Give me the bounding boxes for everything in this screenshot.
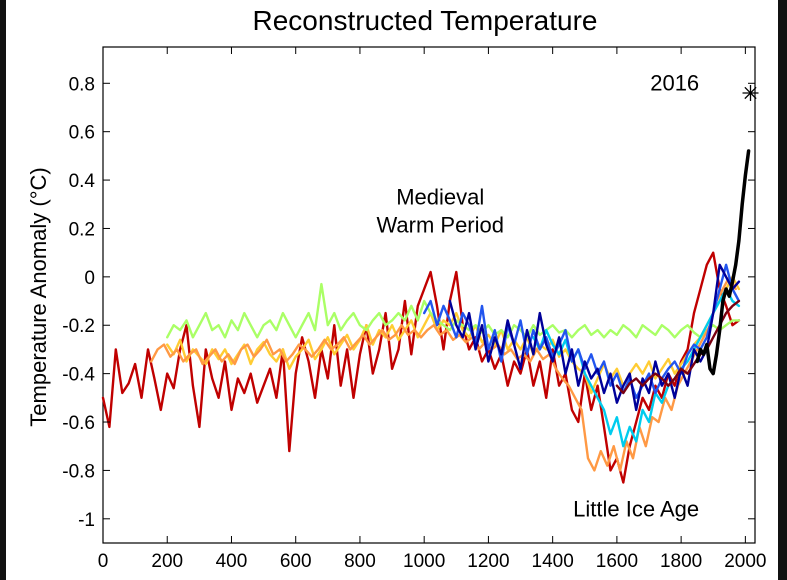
x-tick-label: 1000 xyxy=(403,551,445,572)
x-tick-label: 600 xyxy=(280,551,312,572)
annotation-3: 2016 xyxy=(650,71,699,96)
annotation-line: Warm Period xyxy=(376,212,504,237)
x-tick-label: 1400 xyxy=(532,551,574,572)
y-tick-label: -0.4 xyxy=(62,365,95,386)
x-tick-label: 1200 xyxy=(467,551,509,572)
series-line-5 xyxy=(532,287,741,448)
x-tick-label: 1600 xyxy=(596,551,638,572)
y-tick-label: 0.2 xyxy=(69,219,95,240)
x-tick-label: 200 xyxy=(151,551,183,572)
x-tick-label: 800 xyxy=(344,551,376,572)
y-tick-label: -1 xyxy=(78,510,95,531)
y-tick-label: 0.8 xyxy=(69,74,95,95)
y-tick-label: -0.6 xyxy=(62,413,95,434)
annotation-line: Little Ice Age xyxy=(573,496,699,521)
plot-frame xyxy=(102,46,756,544)
temperature-chart: Reconstructed Temperature Temperature An… xyxy=(26,5,767,572)
series-layer xyxy=(101,149,751,484)
y-tick-label: -0.2 xyxy=(62,316,95,337)
x-tick-label: 0 xyxy=(98,551,109,572)
x-tick-label: 2000 xyxy=(724,551,766,572)
series-line-6 xyxy=(423,263,741,399)
y-tick-label: 0.6 xyxy=(69,123,95,144)
plot-area xyxy=(101,46,756,544)
annotation-1: Medieval Warm Period xyxy=(376,184,504,237)
x-tick-label: 400 xyxy=(216,551,248,572)
ticks-layer: 0 200 400 600 800 1000 1200 1400 1600 1800 2000 0.8… xyxy=(62,47,767,572)
chart-panel: Reconstructed Temperature Temperature An… xyxy=(6,0,778,580)
annotations-layer: Medieval Warm Period Little Ice Age 2016 xyxy=(376,71,759,521)
asterisk-marker-icon xyxy=(742,84,759,101)
annotation-2: Little Ice Age xyxy=(573,496,699,521)
series-line-2 xyxy=(166,275,741,395)
x-tick-label: 1800 xyxy=(660,551,702,572)
y-tick-label: -0.8 xyxy=(62,461,95,482)
chart-title: Reconstructed Temperature xyxy=(253,5,598,36)
y-tick-label: 0.4 xyxy=(69,171,96,192)
series-line-9 xyxy=(695,149,751,376)
y-axis-label: Temperature Anomaly (°C) xyxy=(26,167,51,426)
series-line-3 xyxy=(166,282,741,339)
annotation-line: 2016 xyxy=(650,71,699,96)
y-tick-label: 0 xyxy=(84,268,95,289)
annotation-line: Medieval xyxy=(396,184,484,209)
